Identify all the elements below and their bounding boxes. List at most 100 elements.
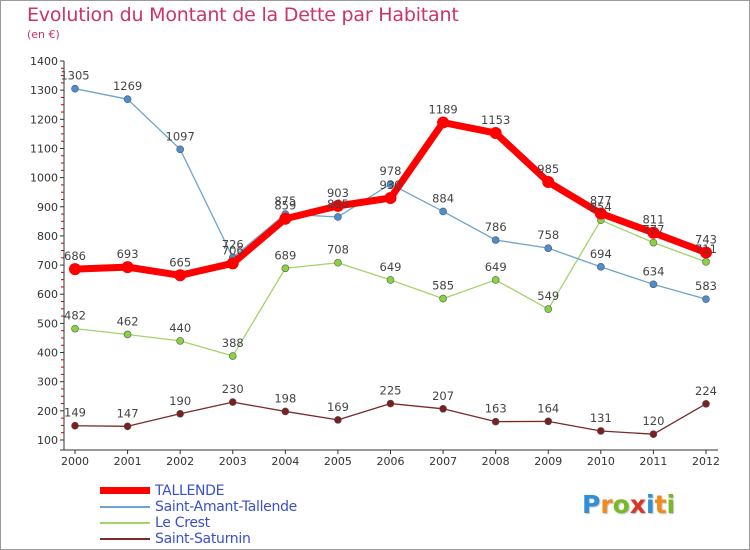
x-tick-label: 2009 — [534, 455, 562, 468]
data-label-0: 693 — [117, 247, 139, 261]
series-point-3 — [123, 422, 132, 431]
series-point-0 — [489, 127, 502, 140]
data-label-1: 1305 — [60, 69, 89, 83]
x-tick-label: 2007 — [429, 455, 457, 468]
series-point-1 — [597, 263, 605, 271]
data-label-0: 686 — [64, 249, 86, 263]
y-tick-label: 800 — [37, 230, 58, 243]
series-point-3 — [491, 417, 500, 426]
x-tick-label: 2006 — [377, 455, 405, 468]
data-label-1: 634 — [642, 264, 664, 278]
series-point-3 — [334, 416, 342, 424]
data-label-3: 207 — [432, 389, 454, 403]
series-point-2 — [491, 276, 500, 284]
series-point-3 — [649, 430, 658, 438]
data-label-3: 149 — [64, 406, 86, 420]
data-label-2: 462 — [117, 314, 139, 328]
x-tick-label: 2003 — [219, 455, 247, 468]
legend-swatch-saint-saturnin — [100, 538, 150, 540]
data-label-1: 1269 — [113, 79, 142, 93]
y-tick-label: 200 — [37, 405, 58, 418]
series-point-2 — [649, 238, 658, 247]
data-label-1: 865 — [327, 197, 349, 211]
legend-label-saint-saturnin: Saint-Saturnin — [155, 531, 251, 547]
x-tick-label: 2012 — [692, 455, 720, 468]
chart-subtitle: (en €) — [27, 28, 60, 41]
data-label-2: 482 — [64, 309, 86, 323]
data-label-1: 583 — [695, 279, 717, 293]
series-point-2 — [702, 258, 710, 266]
y-tick-label: 600 — [37, 288, 58, 301]
legend-swatch-le-crest — [100, 522, 150, 524]
data-label-1: 726 — [222, 237, 244, 251]
data-label-2: 649 — [485, 260, 507, 274]
data-label-1: 875 — [274, 194, 296, 208]
y-tick-label: 1000 — [30, 172, 58, 185]
series-point-0 — [331, 199, 344, 212]
data-label-3: 190 — [169, 394, 191, 408]
series-point-1 — [71, 84, 79, 93]
series-point-0 — [226, 257, 239, 270]
series-point-3 — [439, 405, 447, 413]
x-tick-label: 2010 — [587, 455, 615, 468]
data-label-1: 786 — [485, 220, 507, 234]
series-point-1 — [439, 207, 447, 216]
y-tick-label: 300 — [37, 376, 58, 389]
y-tick-label: 1300 — [30, 84, 58, 97]
series-point-1 — [386, 180, 395, 188]
series-point-0 — [174, 269, 187, 282]
x-tick-label: 2004 — [271, 455, 299, 468]
data-label-3: 198 — [274, 391, 296, 405]
data-label-0: 1189 — [428, 103, 457, 117]
data-label-1: 978 — [380, 164, 402, 178]
legend-label-tallende: TALLENDE — [155, 483, 225, 499]
series-point-3 — [228, 398, 237, 406]
data-label-0: 811 — [642, 213, 664, 227]
x-tick-label: 2001 — [114, 455, 142, 468]
series-point-1 — [491, 236, 500, 244]
y-tick-label: 100 — [37, 434, 58, 447]
legend-swatch-saint-amant-tallende — [100, 506, 150, 508]
logo-letter: t — [654, 490, 667, 519]
series-point-2 — [176, 337, 184, 345]
data-label-3: 225 — [380, 384, 402, 398]
series-point-2 — [544, 305, 553, 313]
series-point-2 — [334, 258, 342, 267]
logo-letter: P — [582, 490, 601, 519]
series-point-0 — [69, 263, 81, 276]
data-label-0: 930 — [380, 178, 402, 192]
series-point-0 — [279, 212, 292, 225]
series-point-2 — [71, 324, 79, 333]
logo-letter: i — [666, 490, 676, 519]
x-tick-label: 2008 — [482, 455, 510, 468]
data-label-2: 777 — [642, 223, 664, 237]
data-label-1: 884 — [432, 191, 454, 205]
series-point-3 — [176, 409, 184, 418]
data-label-1: 1097 — [166, 129, 195, 143]
data-label-3: 169 — [327, 400, 349, 414]
x-tick-label: 2002 — [166, 455, 194, 468]
series-point-2 — [439, 294, 447, 303]
y-tick-label: 400 — [37, 347, 58, 360]
logo-letter: x — [629, 490, 646, 519]
data-label-2: 585 — [432, 279, 454, 293]
data-label-0: 903 — [327, 186, 349, 200]
y-tick-label: 1400 — [30, 55, 58, 68]
series-line-2 — [74, 219, 707, 357]
series-point-1 — [123, 95, 132, 103]
series-point-2 — [281, 264, 290, 273]
data-label-1: 694 — [590, 247, 612, 261]
data-label-3: 230 — [222, 382, 244, 396]
series-point-0 — [647, 226, 660, 239]
data-label-0: 706 — [222, 243, 244, 257]
series-point-1 — [334, 213, 342, 221]
x-tick-label: 2011 — [639, 455, 667, 468]
data-label-2: 549 — [537, 289, 559, 303]
series-point-3 — [281, 407, 290, 416]
legend-label-le-crest: Le Crest — [155, 515, 210, 531]
data-label-2: 649 — [380, 260, 402, 274]
data-label-2: 388 — [222, 336, 244, 350]
data-label-3: 164 — [537, 401, 559, 415]
data-label-3: 163 — [485, 402, 507, 416]
